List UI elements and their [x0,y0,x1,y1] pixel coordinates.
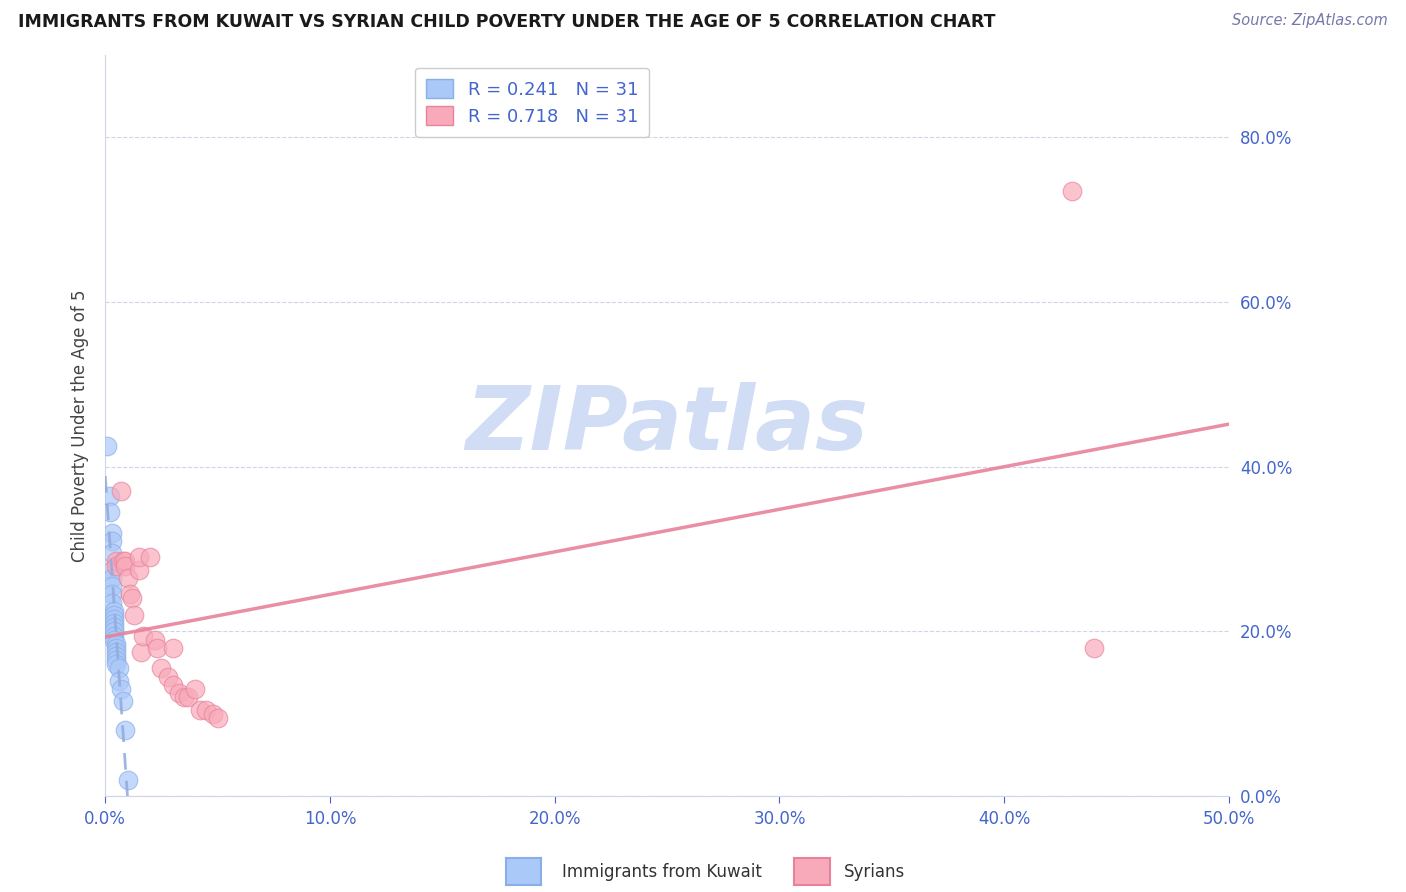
Point [103,628,125,642]
Point [114,554,136,568]
Point [103,612,125,626]
Point [162,640,184,655]
Point [103,616,125,631]
Point [101,571,124,585]
Point [112,554,135,568]
Point [101,533,124,548]
Point [1083,640,1105,655]
Point [195,703,218,717]
Text: Syrians: Syrians [844,863,905,881]
Point [114,558,136,573]
Point [177,690,200,705]
Point [105,637,128,651]
Point [117,772,139,787]
Point [157,670,180,684]
Point [128,563,150,577]
Point [103,632,125,647]
Point [101,596,124,610]
Y-axis label: Child Poverty Under the Age of 5: Child Poverty Under the Age of 5 [72,289,89,562]
Point [107,673,129,688]
Point [114,723,136,738]
Point [207,711,229,725]
Point [103,624,125,639]
Point [139,550,162,565]
Point [118,587,141,601]
Text: Source: ZipAtlas.com: Source: ZipAtlas.com [1232,13,1388,29]
Point [103,620,125,634]
Point [121,591,143,606]
Point [103,604,125,618]
Point [101,587,124,601]
Point [105,657,128,672]
Point [146,640,169,655]
Text: IMMIGRANTS FROM KUWAIT VS SYRIAN CHILD POVERTY UNDER THE AGE OF 5 CORRELATION CH: IMMIGRANTS FROM KUWAIT VS SYRIAN CHILD P… [18,13,995,31]
Point [150,661,173,675]
Point [129,645,152,659]
Point [101,563,124,577]
Point [162,678,184,692]
Point [117,571,139,585]
Point [105,554,128,568]
Point [107,661,129,675]
Point [110,484,132,499]
Point [202,706,225,721]
Text: Immigrants from Kuwait: Immigrants from Kuwait [562,863,762,881]
Point [124,607,146,622]
Text: ZIPatlas: ZIPatlas [465,382,869,469]
Point [101,546,124,560]
Point [101,525,124,540]
Point [105,640,128,655]
Point [105,645,128,659]
Point [105,653,128,667]
Point [96,439,118,453]
Point [103,607,125,622]
Point [105,558,128,573]
Legend: R = 0.241   N = 31, R = 0.718   N = 31: R = 0.241 N = 31, R = 0.718 N = 31 [415,68,650,136]
Point [98,489,121,503]
Point [112,694,135,708]
Point [1060,184,1083,198]
Point [184,681,207,696]
Point [132,628,155,642]
Point [128,550,150,565]
Point [188,703,211,717]
Point [169,686,191,700]
Point [143,632,166,647]
Point [110,681,132,696]
Point [98,505,121,519]
Point [173,690,195,705]
Point [105,649,128,664]
Point [101,579,124,593]
